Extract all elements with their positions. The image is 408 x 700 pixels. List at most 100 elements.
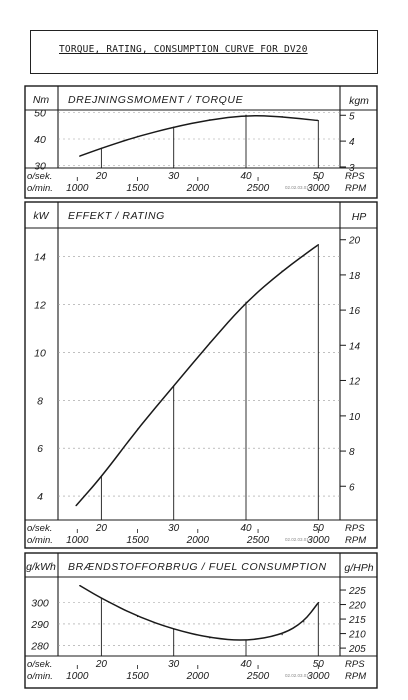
chart2-right-unit: HP [352, 211, 367, 223]
chart2-data-point [209, 342, 211, 344]
chart1-right-tick-label: 4 [349, 137, 355, 148]
chart2-rps-tick-label: 20 [95, 523, 108, 534]
chart1-rpm-tick-label: 1500 [126, 183, 149, 194]
chart1-rpm-tick-label: 2500 [246, 183, 270, 194]
chart2-left-unit: kW [33, 210, 49, 222]
chart2-left-tick-label: 14 [34, 252, 46, 264]
title-box: TORQUE, RATING, CONSUMPTION CURVE FOR DV… [30, 30, 378, 74]
chart3-data-point [317, 602, 319, 604]
chart3-left-tick-label: 290 [30, 619, 49, 631]
chart3-data-point [303, 621, 305, 623]
chart2-rps-tick-label: 40 [240, 523, 252, 534]
chart2-data-point [281, 270, 283, 272]
chart1-data-point [79, 155, 81, 157]
chart3-stamp: 02.02.03.01.01 [285, 673, 316, 678]
chart2-rps-unit-left: o/sek. [27, 523, 52, 534]
chart1-rps-tick-label: 40 [240, 171, 252, 182]
chart2-rpm-tick-label: 3000 [307, 535, 330, 546]
chart2-data-point [100, 476, 102, 478]
chart1-rpm-tick-label: 3000 [307, 183, 330, 194]
chart2-rpm-tick-label: 2000 [186, 535, 210, 546]
chart3-right-tick-label: 220 [348, 601, 366, 612]
chart1-left-tick-label: 50 [34, 108, 46, 120]
chart2-data-point [317, 244, 319, 246]
chart3-rps-unit-left: o/sek. [27, 659, 52, 670]
chart1-rpm-tick-label: 1000 [66, 183, 89, 194]
chart1-left-tick-label: 40 [34, 134, 46, 146]
chart2-left-tick-label: 10 [34, 347, 46, 359]
chart2-right-tick-label: 16 [349, 306, 361, 317]
page-title: TORQUE, RATING, CONSUMPTION CURVE FOR DV… [59, 44, 308, 55]
chart1-data-point [136, 135, 139, 137]
chart1-rpm-tick-label: 2000 [186, 183, 210, 194]
chart1-data-point [209, 119, 211, 121]
chart3-data-point [245, 640, 247, 642]
chart1-right-tick-label: 5 [349, 111, 355, 122]
chart1-data-point [100, 147, 102, 149]
chart1-rps-unit-left: o/sek. [27, 171, 52, 182]
chart3-right-tick-label: 215 [348, 615, 366, 626]
chart2-series-line [75, 244, 320, 507]
chart1-stamp: 02.02.03.01.01 [285, 185, 316, 190]
chart3-series-line [79, 584, 320, 641]
chart1-data-point [281, 115, 283, 118]
chart2-right-tick-label: 6 [349, 482, 355, 493]
chart1-data-point [173, 126, 175, 128]
chart2-right-tick-label: 8 [349, 447, 355, 458]
chart1-rps-tick-label: 20 [95, 171, 108, 182]
chart3-data-point [100, 597, 102, 599]
chart1-rps-unit-right: RPS [345, 171, 365, 182]
chart3-rps-tick-label: 20 [95, 659, 108, 670]
chart3-data-point [136, 615, 139, 618]
chart2-rpm-unit-right: RPM [345, 535, 366, 546]
chart3-rps-tick-label: 50 [313, 659, 325, 670]
chart3-rps-tick-label: 30 [168, 659, 180, 670]
chart2-right-tick-label: 12 [349, 376, 361, 387]
chart1-rps-tick-label: 30 [168, 171, 180, 182]
chart2-right-tick-label: 10 [349, 412, 361, 423]
chart3-frame [24, 552, 378, 689]
chart1-rpm-unit-left: o/min. [27, 183, 53, 194]
chart2-left-tick-label: 4 [37, 491, 43, 503]
chart3-right-tick-label: 210 [348, 630, 366, 641]
chart2-rps-tick-label: 50 [313, 523, 325, 534]
chart3-data-point [281, 634, 283, 636]
chart1-data-point [317, 119, 319, 122]
chart2-data-point [173, 385, 175, 387]
chart3-data-point [173, 628, 175, 630]
chart3-right-tick-label: 205 [348, 644, 366, 655]
chart2-title: EFFEKT / RATING [68, 210, 165, 222]
chart1-left-tick-label: 30 [34, 160, 46, 172]
chart2-left-tick-label: 12 [34, 300, 46, 312]
chart3-left-tick-label: 300 [31, 598, 49, 610]
chart3-data-point [79, 584, 81, 587]
chart3-title: BRÆNDSTOFFORBRUG / FUEL CONSUMPTION [68, 561, 327, 573]
chart3-rps-unit-right: RPS [345, 659, 365, 670]
chart2-rps-unit-right: RPS [345, 523, 365, 534]
chart3-rpm-tick-label: 2000 [186, 671, 210, 682]
chart1-right-unit: kgm [349, 95, 369, 107]
chart1-rpm-unit-right: RPM [345, 183, 366, 194]
chart3-rpm-tick-label: 1000 [66, 671, 89, 682]
chart3-data-point [209, 637, 211, 639]
chart2-data-point [136, 428, 139, 430]
chart3-left-tick-label: 280 [30, 640, 49, 652]
chart2-rpm-tick-label: 1500 [126, 535, 149, 546]
chart1-title: DREJNINGSMOMENT / TORQUE [68, 94, 244, 106]
chart1-right-tick-label: 3 [349, 163, 355, 174]
chart3-rps-tick-label: 40 [240, 659, 252, 670]
chart3-rpm-tick-label: 2500 [246, 671, 270, 682]
chart2-right-tick-label: 20 [348, 236, 361, 247]
chart2-data-point [75, 505, 77, 507]
chart2-frame [24, 201, 378, 549]
chart1-data-point [245, 114, 247, 116]
chart3-right-tick-label: 225 [348, 586, 366, 597]
chart2-stamp: 02.02.03.01.01 [285, 537, 316, 542]
chart1-rps-tick-label: 50 [313, 171, 325, 182]
chart2-rpm-unit-left: o/min. [27, 535, 53, 546]
chart3-right-unit: g/HPh [344, 562, 373, 574]
chart2-left-tick-label: 6 [37, 443, 43, 455]
chart2-rpm-tick-label: 1000 [66, 535, 89, 546]
chart3-left-unit: g/kWh [26, 561, 56, 573]
